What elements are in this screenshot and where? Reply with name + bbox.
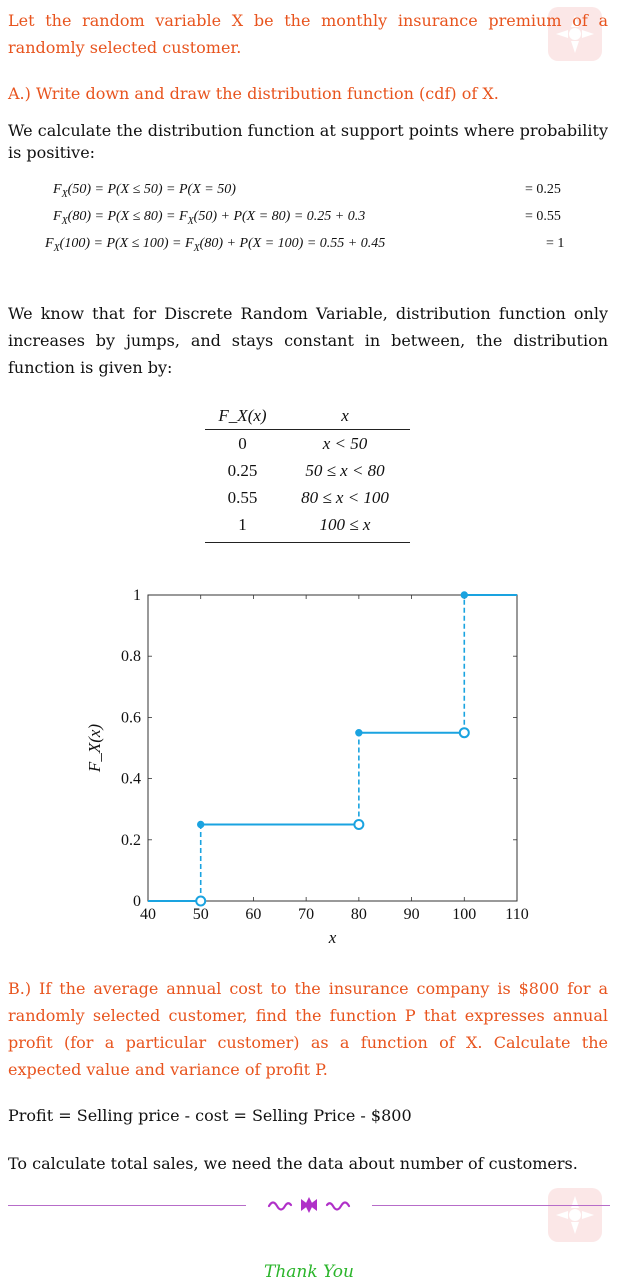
profit-paragraph: Profit = Selling price - cost = Selling … xyxy=(8,1106,412,1125)
closed-point xyxy=(197,820,205,829)
table-cell: 0.25 xyxy=(227,460,258,480)
x-tick-label: 50 xyxy=(193,906,209,923)
table-cell: x < 50 xyxy=(322,433,368,453)
x-tick-label: 80 xyxy=(351,906,367,923)
y-tick-label: 0.8 xyxy=(121,648,141,665)
equation-row-3-result: = 1 xyxy=(546,236,565,251)
sales-paragraph: To calculate total sales, we need the da… xyxy=(8,1154,578,1173)
table-cell: 50 ≤ x < 80 xyxy=(305,460,385,480)
y-tick-label: 0.6 xyxy=(121,709,141,726)
table-header-row: F_X(x) x xyxy=(205,402,410,430)
x-tick-label: 60 xyxy=(245,906,261,923)
y-tick-label: 1 xyxy=(133,587,141,604)
open-point xyxy=(195,895,207,907)
table-row: 0.25 50 ≤ x < 80 xyxy=(205,457,410,484)
discrete-paragraph: We know that for Discrete Random Variabl… xyxy=(8,304,608,377)
y-tick-label: 0.4 xyxy=(121,771,141,788)
footer-divider-left xyxy=(8,1205,246,1206)
x-tick-label: 110 xyxy=(505,906,528,923)
y-tick-label: 0.2 xyxy=(121,832,141,849)
thank-you-text: Thank You xyxy=(263,1262,354,1282)
x-tick-label: 40 xyxy=(140,906,156,923)
x-tick-label: 70 xyxy=(298,906,314,923)
cdf-step-chart: 40 50 60 70 80 90 100 110 0 0.2 0.4 0.6 0.8 1 x F_X(x) xyxy=(85,587,529,947)
table-cell: 1 xyxy=(205,511,280,543)
plot-frame xyxy=(147,594,518,902)
intro-paragraph: Let the random variable X be the monthly… xyxy=(8,11,608,57)
part-a-heading: A.) Write down and draw the distribution… xyxy=(8,84,499,103)
y-axis-label: F_X(x) xyxy=(85,724,104,773)
equation-row-3: FX(100) = P(X ≤ 100) = FX(80) + P(X = 10… xyxy=(45,236,386,254)
equation-row-1-result: = 0.25 xyxy=(525,182,561,197)
watermark-logo-icon xyxy=(548,1188,602,1242)
table-cell: 80 ≤ x < 100 xyxy=(301,487,389,507)
footer-divider-right xyxy=(372,1205,610,1206)
table-cell: 0.55 xyxy=(227,487,258,507)
table-row: 0 x < 50 xyxy=(205,430,410,458)
x-tick-label: 100 xyxy=(452,906,476,923)
cdf-table: F_X(x) x 0 x < 50 0.25 50 ≤ x < 80 0.55 … xyxy=(205,402,410,543)
table-row: 1 100 ≤ x xyxy=(205,511,410,543)
equation-row-2-result: = 0.55 xyxy=(525,209,561,224)
ornament-icon xyxy=(265,1194,353,1216)
x-axis-label: x xyxy=(328,928,337,947)
y-tick-label: 0 xyxy=(133,893,141,910)
closed-point xyxy=(355,729,363,737)
calc-paragraph: We calculate the distribution function a… xyxy=(8,121,608,162)
table-header: x xyxy=(280,402,410,430)
table-row: 0.55 80 ≤ x < 100 xyxy=(205,484,410,511)
open-point xyxy=(353,819,365,830)
table-cell: 0 xyxy=(238,433,247,453)
equation-row-1: FX(50) = P(X ≤ 50) = P(X = 50) xyxy=(53,182,236,200)
x-tick-label: 90 xyxy=(404,906,420,923)
equation-row-2: FX(80) = P(X ≤ 80) = FX(50) + P(X = 80) … xyxy=(53,209,366,227)
open-point xyxy=(458,727,470,739)
part-b-heading: B.) If the average annual cost to the in… xyxy=(8,979,608,1079)
table-cell: 100 ≤ x xyxy=(280,511,410,543)
table-header: F_X(x) xyxy=(205,402,280,430)
watermark-logo-icon xyxy=(548,7,602,61)
closed-point xyxy=(460,591,468,599)
